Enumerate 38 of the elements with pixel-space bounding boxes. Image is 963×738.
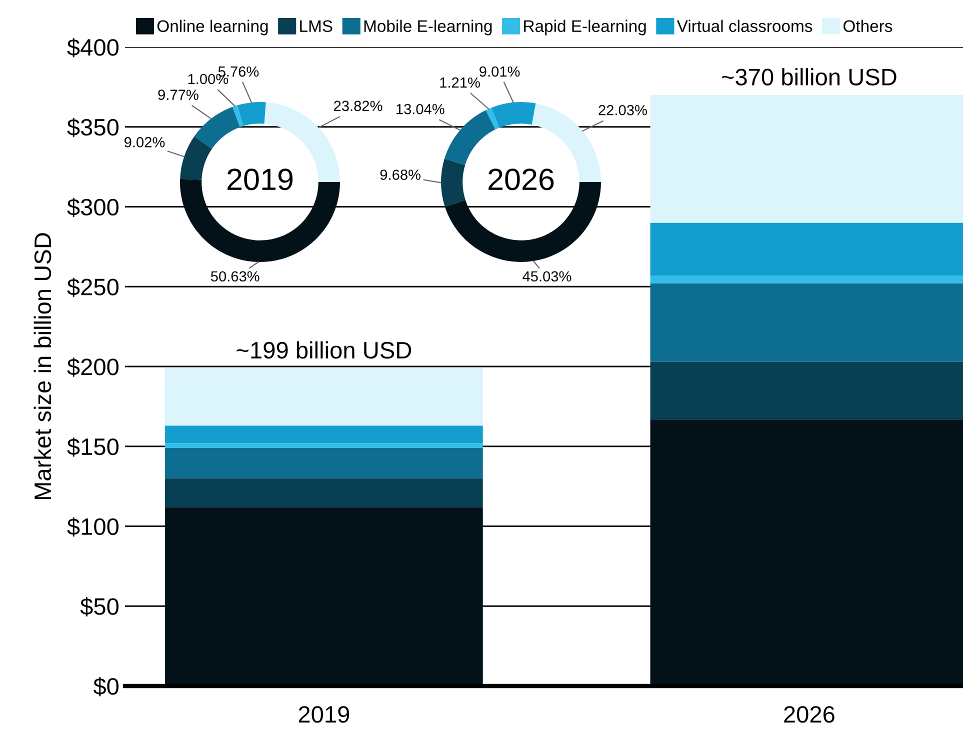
total-label: ~370 billion USD: [722, 68, 896, 86]
donut-slice: [491, 102, 536, 128]
legend-label: LMS: [300, 20, 332, 32]
donut-slice: [444, 110, 496, 165]
y-tick-label: $300: [67, 198, 119, 217]
y-axis-title: Market size in billion USD: [34, 233, 52, 500]
donut-slice: [194, 106, 240, 149]
data-label: 45.03%: [522, 271, 572, 282]
legend-label: Online learning: [157, 20, 268, 36]
donut-slice: [237, 102, 266, 126]
data-label: 1.21%: [440, 77, 480, 88]
donut-slice: [441, 158, 466, 207]
data-label: 13.04%: [396, 104, 444, 114]
data-label: 50.63%: [210, 271, 260, 282]
text: 2019: [228, 168, 293, 190]
data-label: 9.02%: [124, 137, 165, 148]
y-tick-label: $50: [80, 597, 119, 616]
text: 2026: [488, 168, 554, 190]
y-tick-label: $250: [67, 278, 119, 297]
donut-slice: [180, 136, 212, 180]
legend-label: Mobile E-learning: [364, 20, 492, 36]
legend-label: Others: [844, 20, 892, 32]
y-tick-label: $150: [67, 437, 119, 457]
data-label: 9.77%: [158, 90, 198, 100]
donut-slice: [232, 105, 244, 128]
data-label: 9.01%: [480, 66, 520, 77]
y-tick-label: $100: [67, 517, 119, 536]
y-tick-label: $350: [67, 118, 119, 138]
y-tick-label: $200: [67, 358, 119, 377]
y-tick-label: $400: [67, 38, 119, 58]
data-label: 23.82%: [334, 100, 382, 112]
data-label: 9.68%: [380, 170, 420, 180]
legend-label: Rapid E-learning: [524, 20, 646, 36]
total-label: ~199 billion USD: [236, 341, 412, 359]
legend-label: Virtual classrooms: [676, 20, 812, 32]
y-tick-label: $0: [93, 677, 119, 696]
donut-slice: [486, 108, 500, 130]
data-label: 22.03%: [598, 104, 647, 116]
